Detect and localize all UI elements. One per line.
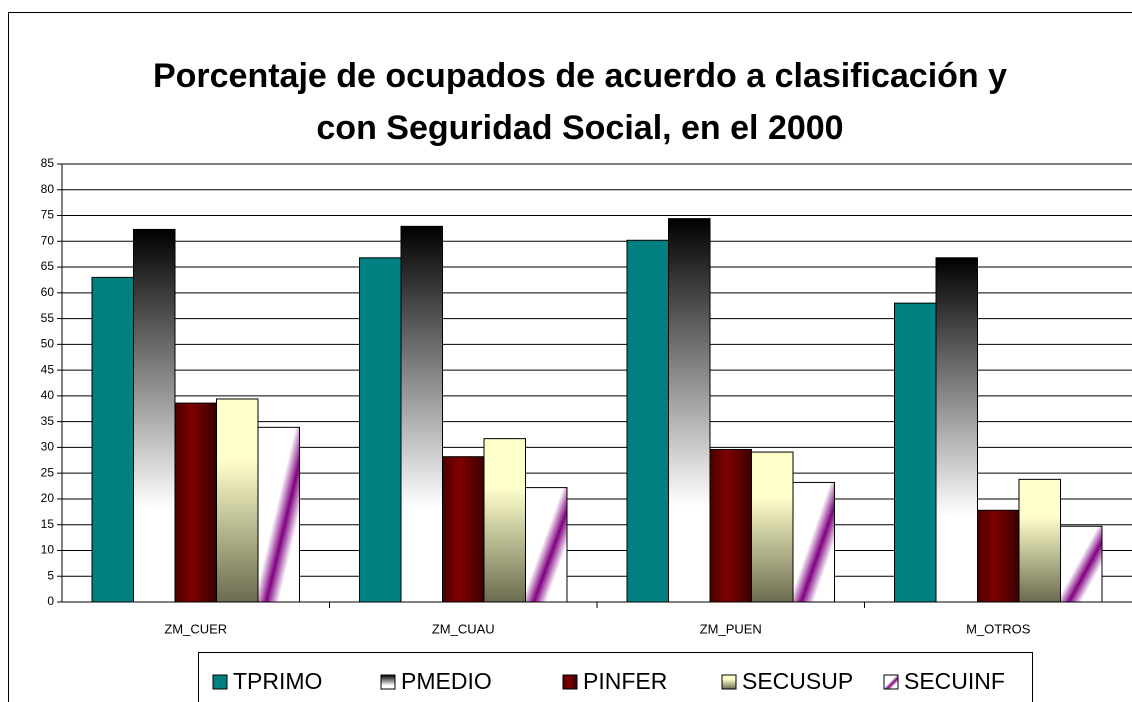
bar bbox=[91, 276, 134, 603]
legend-swatch bbox=[883, 674, 899, 690]
legend-label: TPRIMO bbox=[233, 668, 322, 694]
x-tick-label: M_OTROS bbox=[966, 621, 1031, 636]
y-tick-label: 15 bbox=[41, 517, 55, 531]
y-tick-label: 30 bbox=[41, 440, 55, 454]
y-tick-label: 45 bbox=[41, 362, 55, 376]
bar bbox=[977, 509, 1020, 603]
y-tick-label: 55 bbox=[41, 311, 55, 325]
bar bbox=[935, 257, 978, 603]
y-tick-label: 10 bbox=[41, 543, 55, 557]
bar bbox=[1018, 478, 1061, 603]
legend-swatch bbox=[562, 674, 578, 690]
bar bbox=[709, 448, 752, 603]
legend-swatch bbox=[212, 674, 228, 690]
bar bbox=[894, 302, 937, 603]
x-tick-label: ZM_CUAU bbox=[432, 621, 495, 636]
legend-label: SECUSUP bbox=[742, 668, 853, 694]
bar bbox=[133, 228, 176, 603]
bar bbox=[668, 218, 711, 603]
bar bbox=[525, 487, 568, 603]
y-tick-label: 20 bbox=[41, 491, 55, 505]
y-tick-label: 50 bbox=[41, 337, 55, 351]
y-tick-label: 70 bbox=[41, 233, 55, 247]
y-tick-label: 60 bbox=[41, 285, 55, 299]
y-tick-label: 65 bbox=[41, 259, 55, 273]
legend-swatch bbox=[721, 674, 737, 690]
legend-label: SECUINF bbox=[904, 668, 1005, 694]
y-tick-label: 75 bbox=[41, 208, 55, 222]
chart-title: con Seguridad Social, en el 2000 bbox=[316, 109, 843, 147]
legend-swatch bbox=[380, 674, 396, 690]
y-tick-label: 25 bbox=[41, 465, 55, 479]
y-tick-label: 5 bbox=[47, 568, 54, 582]
bar bbox=[257, 426, 300, 603]
legend-label: PINFER bbox=[583, 668, 667, 694]
y-tick-label: 0 bbox=[47, 594, 54, 608]
bar bbox=[751, 451, 794, 603]
chart-title: Porcentaje de ocupados de acuerdo a clas… bbox=[153, 57, 1007, 95]
x-tick-label: ZM_CUER bbox=[164, 621, 227, 636]
bar bbox=[216, 398, 259, 603]
x-tick-label: ZM_PUEN bbox=[700, 621, 762, 636]
y-tick-label: 35 bbox=[41, 414, 55, 428]
y-tick-label: 80 bbox=[41, 182, 55, 196]
y-tick-label: 40 bbox=[41, 388, 55, 402]
bar bbox=[174, 402, 217, 603]
y-tick-label: 85 bbox=[41, 156, 55, 170]
bar bbox=[483, 438, 526, 603]
legend-label: PMEDIO bbox=[401, 668, 492, 694]
bar bbox=[792, 481, 835, 603]
bar bbox=[359, 257, 402, 603]
bar bbox=[1060, 525, 1103, 603]
bar bbox=[626, 239, 669, 603]
bar bbox=[442, 456, 485, 603]
bar bbox=[400, 225, 443, 603]
